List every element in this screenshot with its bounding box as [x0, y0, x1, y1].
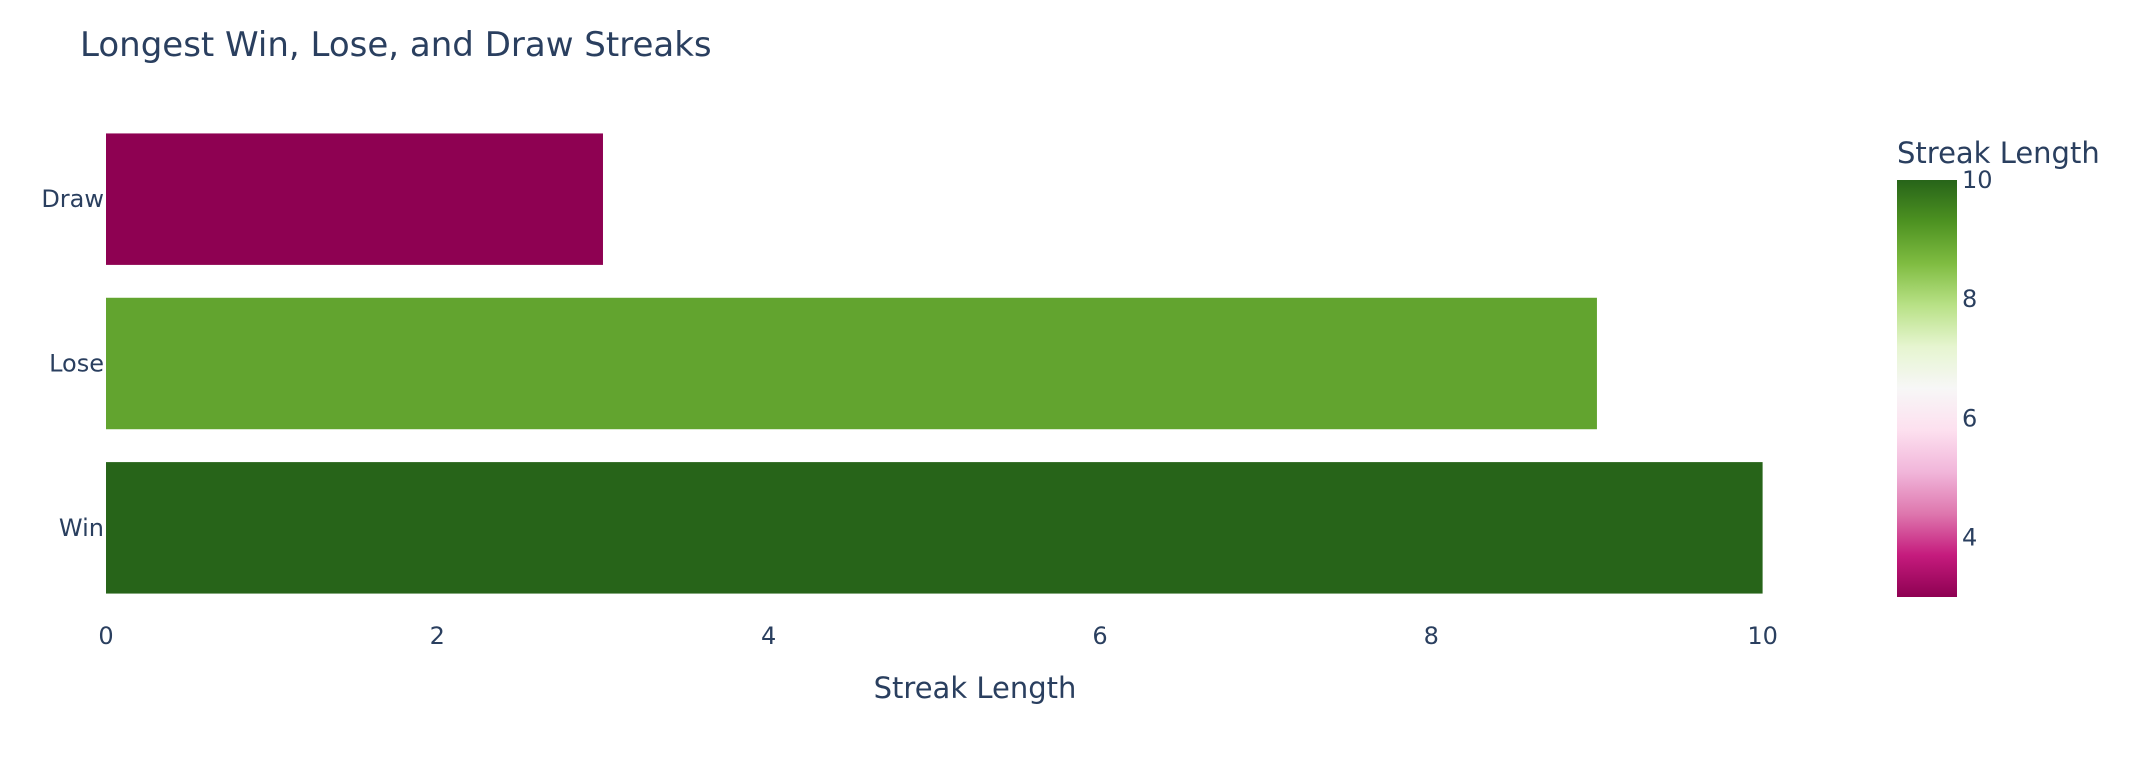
x-tick-label: 4 — [761, 622, 776, 650]
bar-lose — [106, 297, 1597, 430]
colorbar-ticks: 4 6 8 10 — [1962, 166, 1993, 551]
x-tick-label: 6 — [1092, 622, 1107, 650]
y-axis-ticks: Win Lose Draw — [41, 185, 104, 542]
y-tick-label: Lose — [49, 350, 104, 378]
colorbar-tick-label: 10 — [1962, 166, 1993, 194]
colorbar-tick-label: 6 — [1962, 404, 1977, 432]
bar-draw — [106, 133, 603, 265]
x-axis-ticks: 0 2 4 6 8 10 — [98, 622, 1778, 650]
x-tick-label: 0 — [98, 622, 113, 650]
colorbar-title: Streak Length — [1897, 136, 2100, 170]
colorbar-tick-label: 4 — [1962, 523, 1977, 551]
bar-win — [106, 462, 1763, 594]
colorbar — [1897, 180, 1957, 597]
colorbar-tick-label: 8 — [1962, 285, 1977, 313]
x-tick-label: 10 — [1747, 622, 1778, 650]
x-axis-title: Streak Length — [874, 671, 1077, 705]
y-tick-label: Draw — [41, 185, 104, 213]
y-tick-label: Win — [59, 514, 104, 542]
bars-group — [106, 133, 1763, 594]
x-tick-label: 8 — [1424, 622, 1439, 650]
x-tick-label: 2 — [430, 622, 445, 650]
chart-title: Longest Win, Lose, and Draw Streaks — [80, 25, 712, 65]
